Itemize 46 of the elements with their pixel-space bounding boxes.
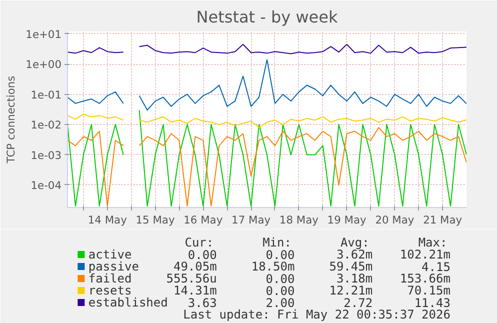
text: 0.00	[266, 284, 295, 298]
x-tick-label: 18 May	[279, 214, 318, 226]
text: 4.15	[422, 260, 450, 274]
text: Max:	[418, 236, 448, 250]
text: 3.62m	[336, 248, 373, 262]
text: 3.63	[188, 296, 217, 310]
x-tick-label: 15 May	[136, 214, 175, 226]
y-tick-label: 1e-03	[30, 148, 62, 162]
text: 70.15m	[407, 284, 450, 298]
text: 59.45m	[329, 260, 373, 274]
legend-label: established	[88, 296, 168, 310]
x-tick-label: 16 May	[184, 214, 223, 226]
x-tick-label: 20 May	[375, 214, 414, 226]
legend-label: passive	[88, 260, 139, 274]
text: 555.56u	[166, 272, 217, 286]
text: 0.00	[188, 248, 217, 262]
text: 18.50m	[251, 260, 295, 274]
text: Min:	[262, 236, 292, 250]
text: 3.18m	[336, 272, 373, 286]
y-tick-label: 1e+01	[26, 28, 62, 41]
legend-label: resets	[88, 284, 132, 298]
x-tick-label: 19 May	[327, 214, 366, 226]
text: 12.21m	[329, 284, 373, 298]
text: 49.05m	[173, 260, 217, 274]
legend-label: failed	[88, 272, 132, 286]
chart-title: Netstat - by week	[196, 8, 338, 26]
text: Cur:	[184, 236, 214, 250]
text: 2.00	[266, 296, 295, 310]
y-axis-title: TCP connections	[4, 75, 18, 164]
text: Last update: Fri May 22 00:35:37 2026	[183, 308, 450, 322]
x-tick-label: 14 May	[88, 214, 127, 226]
text: 102.21m	[400, 248, 450, 262]
y-tick-label: 1e-02	[30, 118, 62, 132]
text: 153.66m	[400, 272, 450, 286]
y-tick-label: 1e-04	[30, 178, 62, 192]
legend-label: active	[88, 248, 132, 262]
x-tick-label: 21 May	[423, 214, 462, 226]
text: 0.00	[266, 272, 295, 286]
y-tick-label: 1e-01	[30, 88, 62, 102]
text: 11.43	[414, 296, 450, 310]
text: Avg:	[340, 236, 370, 250]
text: 0.00	[266, 248, 295, 262]
x-tick-label: 17 May	[232, 214, 271, 226]
text: 14.31m	[173, 284, 217, 298]
y-tick-label: 1e+00	[26, 58, 62, 72]
text: 2.72	[344, 296, 373, 310]
